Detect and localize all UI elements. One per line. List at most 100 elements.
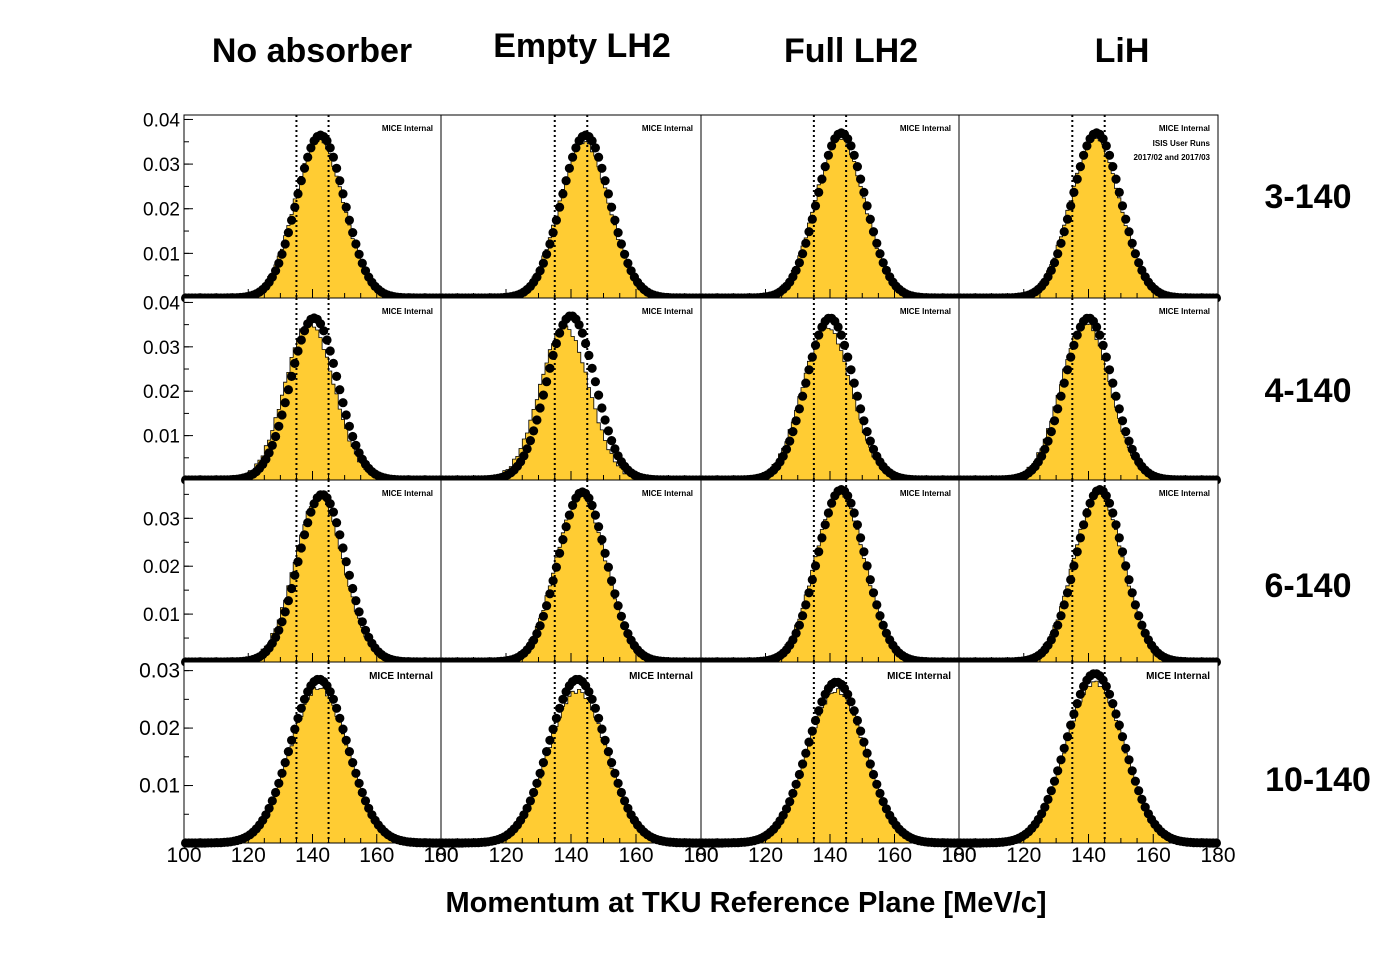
data-point <box>781 444 792 454</box>
data-point <box>613 778 623 788</box>
data-point <box>849 150 859 160</box>
mice-internal-label: MICE Internal <box>642 124 693 133</box>
y-tick-label: 0.02 <box>143 200 180 221</box>
data-point <box>1104 365 1115 375</box>
data-point <box>344 570 354 580</box>
data-point <box>535 621 545 631</box>
data-point <box>610 215 620 225</box>
column-title-lih: LiH <box>1095 32 1150 70</box>
x-tick-label: 160 <box>359 844 394 867</box>
data-point <box>594 152 604 162</box>
x-tick-label: 180 <box>1200 844 1235 867</box>
data-point <box>325 346 335 356</box>
data-point <box>293 189 303 199</box>
data-point <box>277 410 287 420</box>
data-point <box>306 507 316 517</box>
data-point <box>1046 786 1056 796</box>
data-point <box>1108 162 1118 172</box>
x-tick-label: 140 <box>553 844 588 867</box>
data-point <box>1092 322 1102 332</box>
data-point <box>335 713 345 723</box>
data-point <box>328 152 338 162</box>
data-point <box>351 596 361 606</box>
data-point <box>846 141 856 151</box>
data-point <box>791 779 801 789</box>
data-point <box>594 390 604 400</box>
data-point <box>1037 451 1047 461</box>
data-point <box>794 404 805 414</box>
data-point <box>535 403 545 413</box>
data-point <box>532 629 542 639</box>
data-point <box>862 201 872 211</box>
data-point <box>616 239 627 249</box>
data-point <box>1043 794 1053 805</box>
data-point <box>1137 620 1147 630</box>
x-tick-label: 100 <box>166 844 201 867</box>
data-point <box>290 570 300 580</box>
data-point <box>325 687 335 697</box>
x-tick-label: 100 <box>423 844 458 867</box>
data-point <box>551 713 562 723</box>
data-point <box>852 520 863 530</box>
data-point <box>791 416 801 426</box>
data-point <box>597 163 607 173</box>
data-point <box>1056 611 1066 621</box>
data-point <box>794 258 805 268</box>
data-point <box>590 703 601 713</box>
row-labels: 3-140 4-140 6-140 10-140 <box>1265 178 1371 799</box>
mice-internal-label: MICE Internal <box>629 671 693 682</box>
data-point <box>798 249 808 259</box>
data-point <box>271 632 281 643</box>
data-point <box>1056 755 1066 765</box>
data-point <box>1117 547 1128 557</box>
panel-r3-c1: MICE Internal <box>438 661 705 848</box>
data-point <box>1134 786 1144 796</box>
data-point <box>1121 214 1131 224</box>
data-point <box>794 769 805 780</box>
data-point <box>577 328 588 338</box>
data-point <box>810 715 821 726</box>
data-point <box>820 162 830 172</box>
data-point <box>607 436 617 446</box>
data-point <box>344 421 354 431</box>
data-point <box>335 530 345 540</box>
data-point <box>315 319 326 329</box>
data-point <box>817 174 827 184</box>
data-point <box>801 378 811 388</box>
data-point <box>1049 628 1060 638</box>
data-point <box>348 758 358 768</box>
data-point <box>865 436 875 446</box>
x-tick-label: 160 <box>618 844 653 867</box>
data-point <box>620 621 630 631</box>
data-point <box>590 510 601 520</box>
data-point <box>1130 776 1140 786</box>
data-point <box>823 150 834 160</box>
x-tick-label: 140 <box>1071 844 1106 867</box>
data-point <box>807 575 817 585</box>
data-point <box>296 176 306 186</box>
data-point <box>328 358 338 368</box>
data-point <box>785 797 795 807</box>
data-point <box>878 258 888 268</box>
data-point <box>856 726 866 736</box>
data-point <box>299 163 310 173</box>
data-point <box>1114 720 1124 730</box>
x-tick-label: 120 <box>748 844 783 867</box>
data-point <box>290 202 300 212</box>
panel-r0-c3: MICE Internal ISIS User Runs 2017/02 and 2… <box>956 114 1221 303</box>
data-point <box>868 769 879 780</box>
data-point <box>1082 508 1092 518</box>
data-point <box>271 266 281 276</box>
data-point <box>532 415 542 425</box>
data-point <box>798 759 808 769</box>
data-point <box>293 557 303 567</box>
data-point <box>1104 498 1115 508</box>
data-point <box>1117 732 1128 742</box>
data-point <box>584 687 594 697</box>
data-point <box>351 440 361 450</box>
data-point <box>1059 227 1069 237</box>
row-label-4-140: 4-140 <box>1265 372 1352 410</box>
y-tick-label: 0.04 <box>143 110 180 131</box>
data-point <box>1056 238 1066 248</box>
